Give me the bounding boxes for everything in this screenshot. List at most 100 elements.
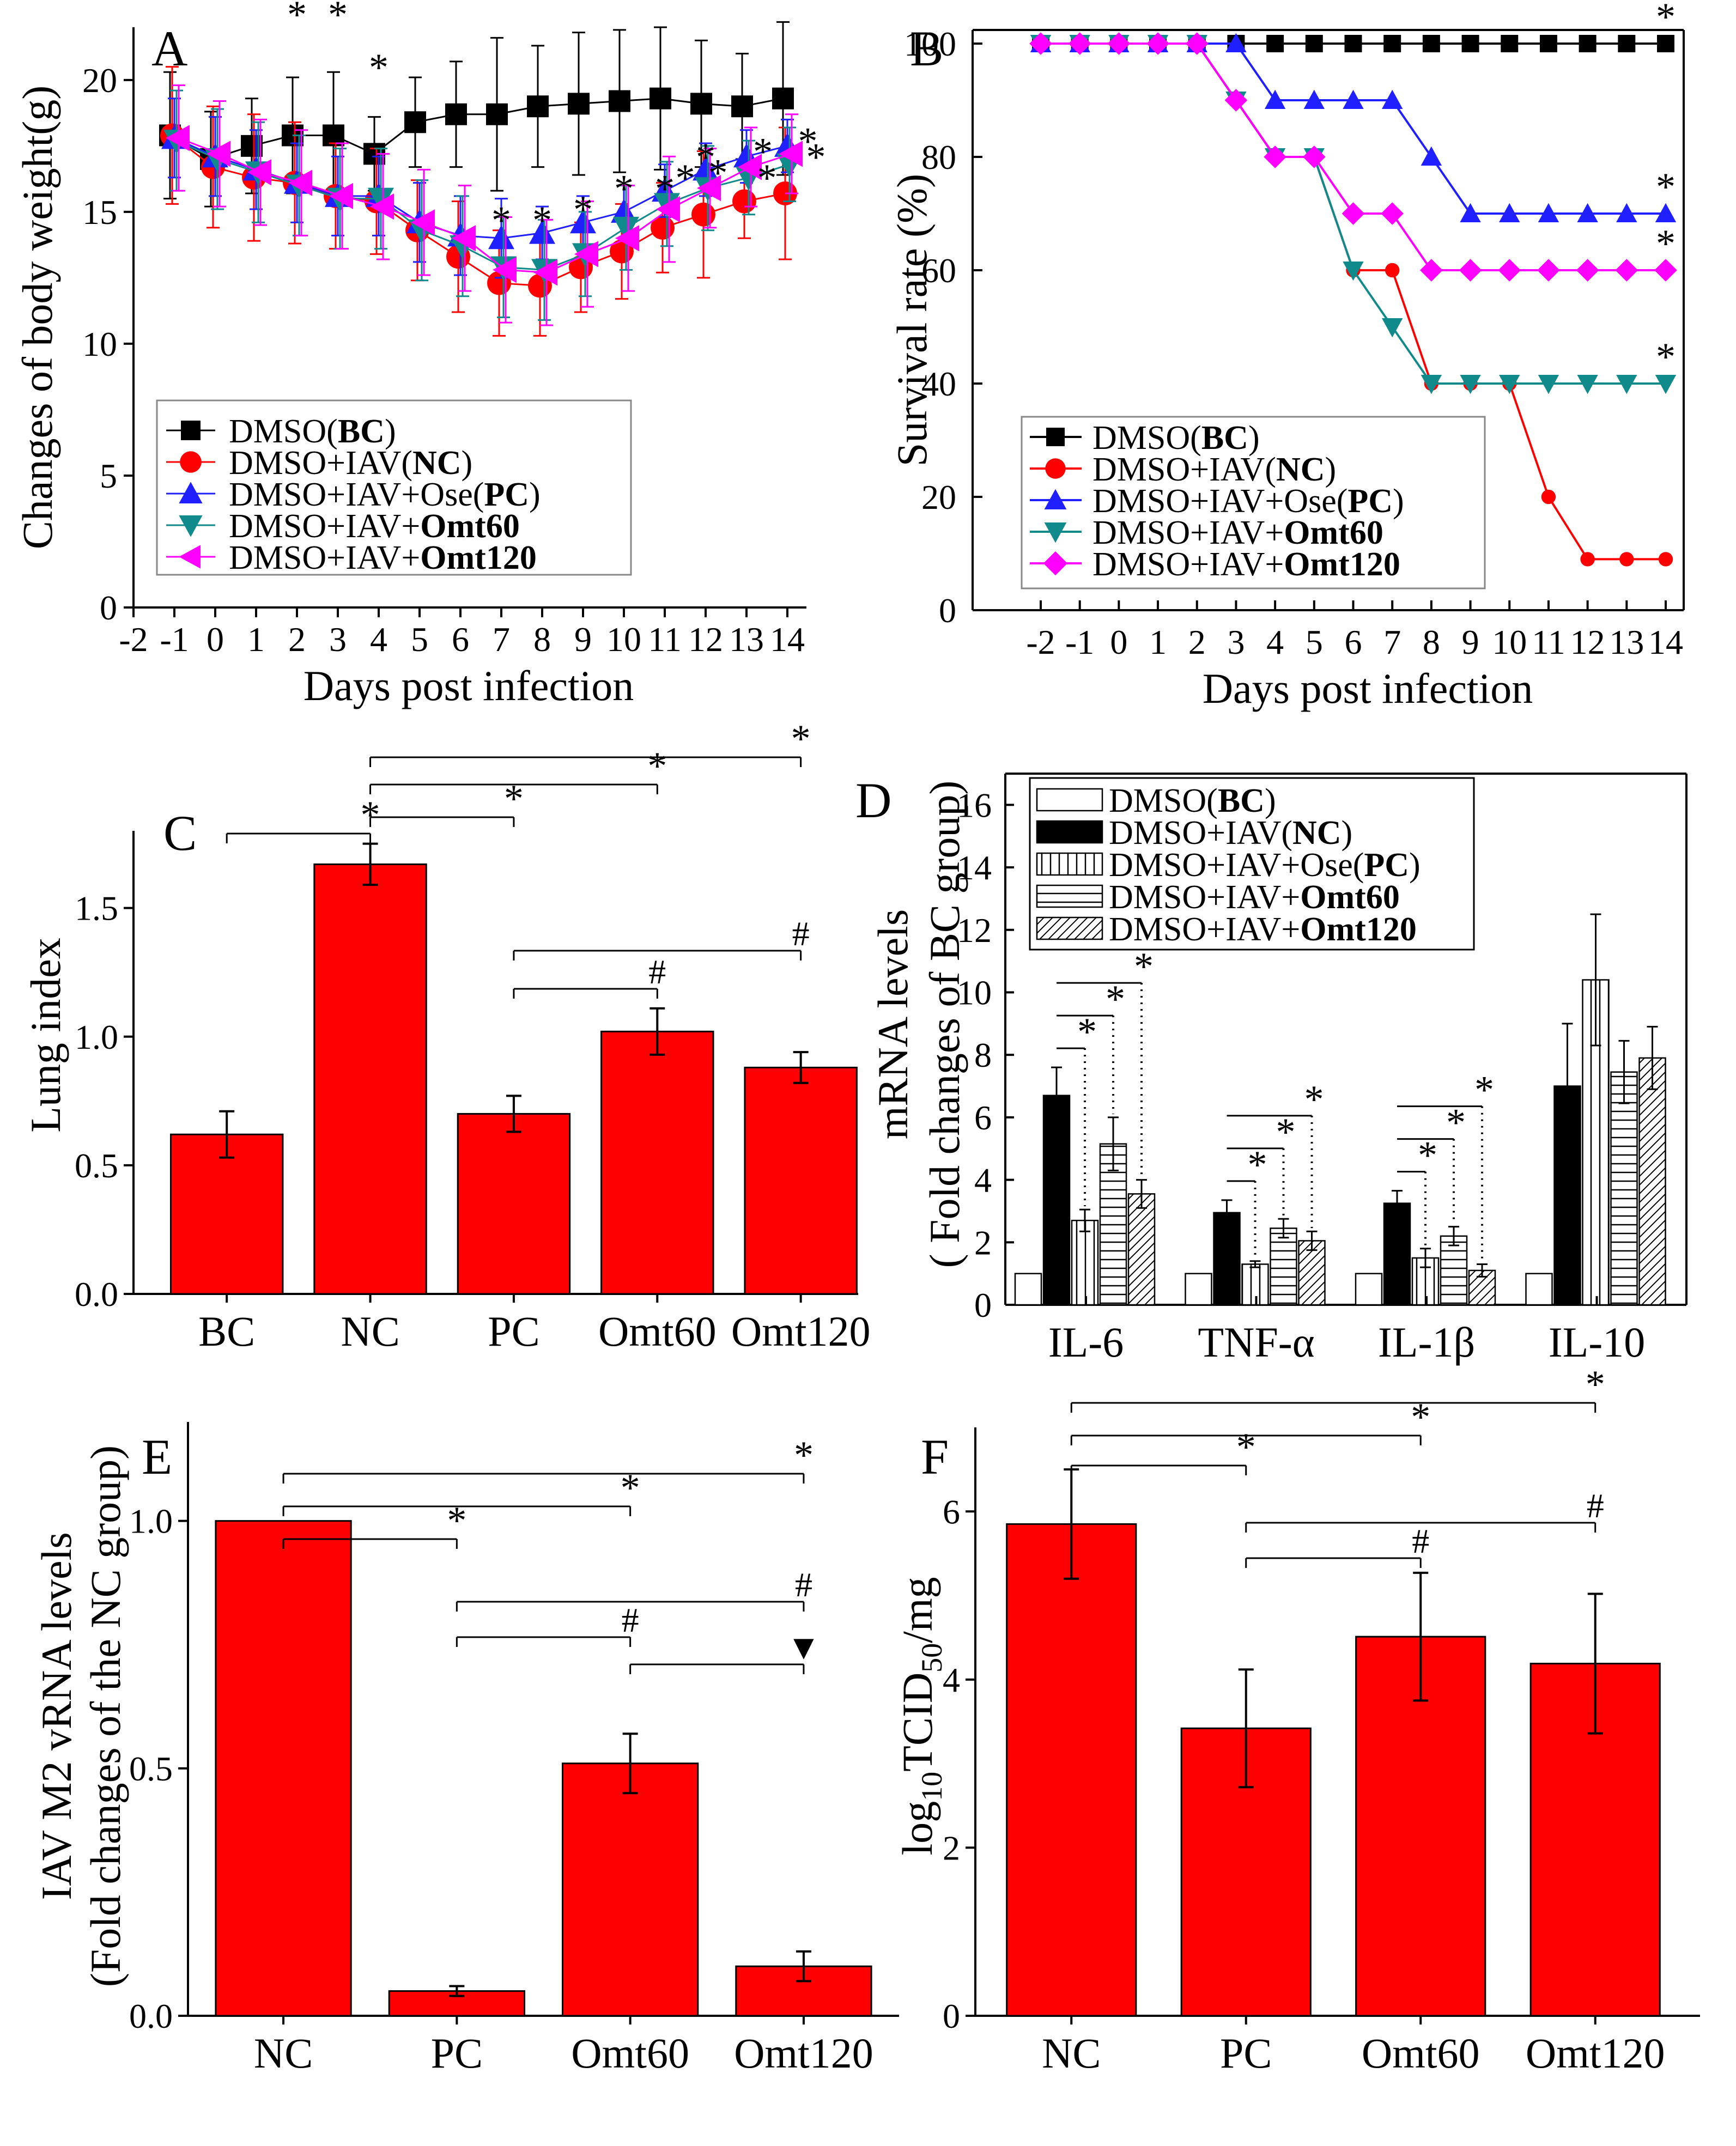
data-point	[738, 154, 762, 180]
significance-star: *	[757, 156, 777, 200]
y-tick-label: 2	[943, 1828, 960, 1867]
bar-il-1β	[1440, 1235, 1468, 1306]
legend-label: DMSO+IAV+Omt60	[1109, 879, 1400, 916]
significance-label: *	[447, 1499, 466, 1542]
significance-star: *	[573, 188, 593, 232]
legend-d: DMSO(BC)DMSO+IAV(NC)DMSO+IAV+Ose(PC)DMSO…	[1029, 777, 1475, 951]
legend-swatch	[1036, 820, 1103, 844]
data-point	[1501, 35, 1519, 52]
data-point	[1616, 375, 1637, 394]
legend-marker	[179, 515, 203, 537]
significance-star: *	[1248, 1143, 1267, 1187]
y-tick-label: 15	[82, 193, 117, 232]
y-tick-label: 80	[921, 138, 956, 177]
y-axis-label-part: 50	[915, 1643, 948, 1673]
legend-text-bold: Omt120	[1300, 911, 1417, 948]
data-point	[1537, 259, 1560, 282]
significance-star: *	[369, 46, 389, 89]
significance-star: *	[1106, 977, 1125, 1021]
data-point	[1185, 32, 1209, 55]
data-point	[1579, 35, 1597, 52]
x-tick-label: 13	[1609, 623, 1644, 661]
significance-label: *	[504, 777, 524, 820]
data-point	[574, 241, 598, 268]
data-point	[772, 87, 794, 110]
x-tick-label: 14	[1648, 623, 1683, 661]
significance-star: *	[1474, 1068, 1494, 1112]
y-tick-label: 20	[82, 61, 117, 100]
data-point	[1343, 262, 1364, 281]
legend-text-tail: )	[1325, 451, 1337, 488]
y-tick-label: 0.0	[129, 1997, 173, 2035]
x-tick-label: 11	[1532, 623, 1565, 661]
legend-text-plain: DMSO+IAV+	[1092, 514, 1284, 551]
data-point	[370, 193, 394, 220]
legend-label: DMSO(BC)	[229, 413, 396, 450]
data-point	[529, 220, 555, 244]
legend-text-tail: )	[462, 445, 473, 482]
data-point	[288, 169, 312, 196]
legend-swatch	[1036, 884, 1103, 908]
data-point	[1460, 203, 1481, 222]
data-point	[1381, 202, 1404, 225]
legend-label: DMSO+IAV(NC)	[1092, 451, 1336, 488]
x-tick-label: 2	[1188, 623, 1206, 661]
significance-star: *	[1077, 1010, 1097, 1054]
y-tick-label: 0.5	[75, 1146, 118, 1185]
x-tick-label: 14	[770, 620, 805, 659]
legend-text-bold: Omt120	[420, 539, 537, 576]
x-tick-label: NC	[1042, 2029, 1101, 2077]
bar-tnf-α	[1213, 1212, 1241, 1306]
legend-label: DMSO+IAV+Omt60	[229, 508, 520, 545]
x-tick-label: Omt120	[731, 1308, 871, 1355]
legend-text-bold: BC	[338, 413, 385, 450]
significance-star: *	[328, 0, 348, 37]
legend-label: DMSO+IAV+Ose(PC)	[1092, 483, 1404, 520]
data-point	[1146, 32, 1169, 55]
significance-label: #	[1587, 1486, 1604, 1525]
panel-label-e: E	[142, 1429, 172, 1485]
y-tick-label: 6	[974, 1098, 992, 1137]
significance-star: *	[1656, 0, 1676, 39]
data-point	[1225, 33, 1247, 52]
legend-marker	[180, 451, 202, 473]
x-tick-label: IL-6	[1048, 1318, 1124, 1366]
x-tick-label: IL-1β	[1378, 1318, 1475, 1366]
data-point	[1539, 35, 1557, 52]
legend-label: DMSO+IAV+Omt120	[1109, 911, 1417, 948]
data-point	[650, 87, 671, 110]
legend-box	[1029, 777, 1475, 951]
y-axis-label-2: (Fold changes of the NC group)	[82, 1445, 129, 1987]
legend-box	[1021, 416, 1486, 589]
significance-label: *	[361, 793, 380, 837]
y-tick-label: 1.0	[129, 1502, 173, 1541]
y-axis-label: IAV M2 vRNA levels	[33, 1532, 80, 1900]
x-tick-label: 10	[1492, 623, 1527, 661]
significance-label: *	[621, 1466, 640, 1510]
legend-text-plain: DMSO+IAV+	[1109, 911, 1300, 948]
data-point	[1303, 89, 1325, 109]
y-axis-label-part: log	[894, 1801, 941, 1856]
legend-text-plain: DMSO(	[1109, 782, 1218, 819]
legend-marker	[1045, 458, 1066, 479]
data-point	[411, 209, 435, 236]
significance-star: *	[1134, 945, 1154, 988]
legend-text-plain: DMSO+IAV+Ose(	[229, 476, 484, 513]
legend-text-plain: DMSO+IAV(	[1109, 814, 1292, 852]
legend-label: DMSO+IAV+Omt120	[229, 539, 537, 576]
data-point	[656, 196, 680, 223]
data-point	[493, 257, 517, 283]
data-point	[1381, 89, 1403, 109]
legend-marker	[181, 421, 201, 440]
legend-text-tail: )	[529, 476, 541, 513]
legend-text-tail: )	[385, 413, 396, 450]
data-point	[1343, 89, 1364, 109]
x-tick-label: PC	[488, 1308, 539, 1355]
legend-marker	[1044, 522, 1067, 543]
data-point	[1421, 375, 1442, 394]
significance-star: *	[1276, 1110, 1296, 1154]
x-tick-label: 6	[1345, 623, 1362, 661]
series-line	[1041, 42, 1666, 271]
data-point	[1618, 35, 1636, 52]
